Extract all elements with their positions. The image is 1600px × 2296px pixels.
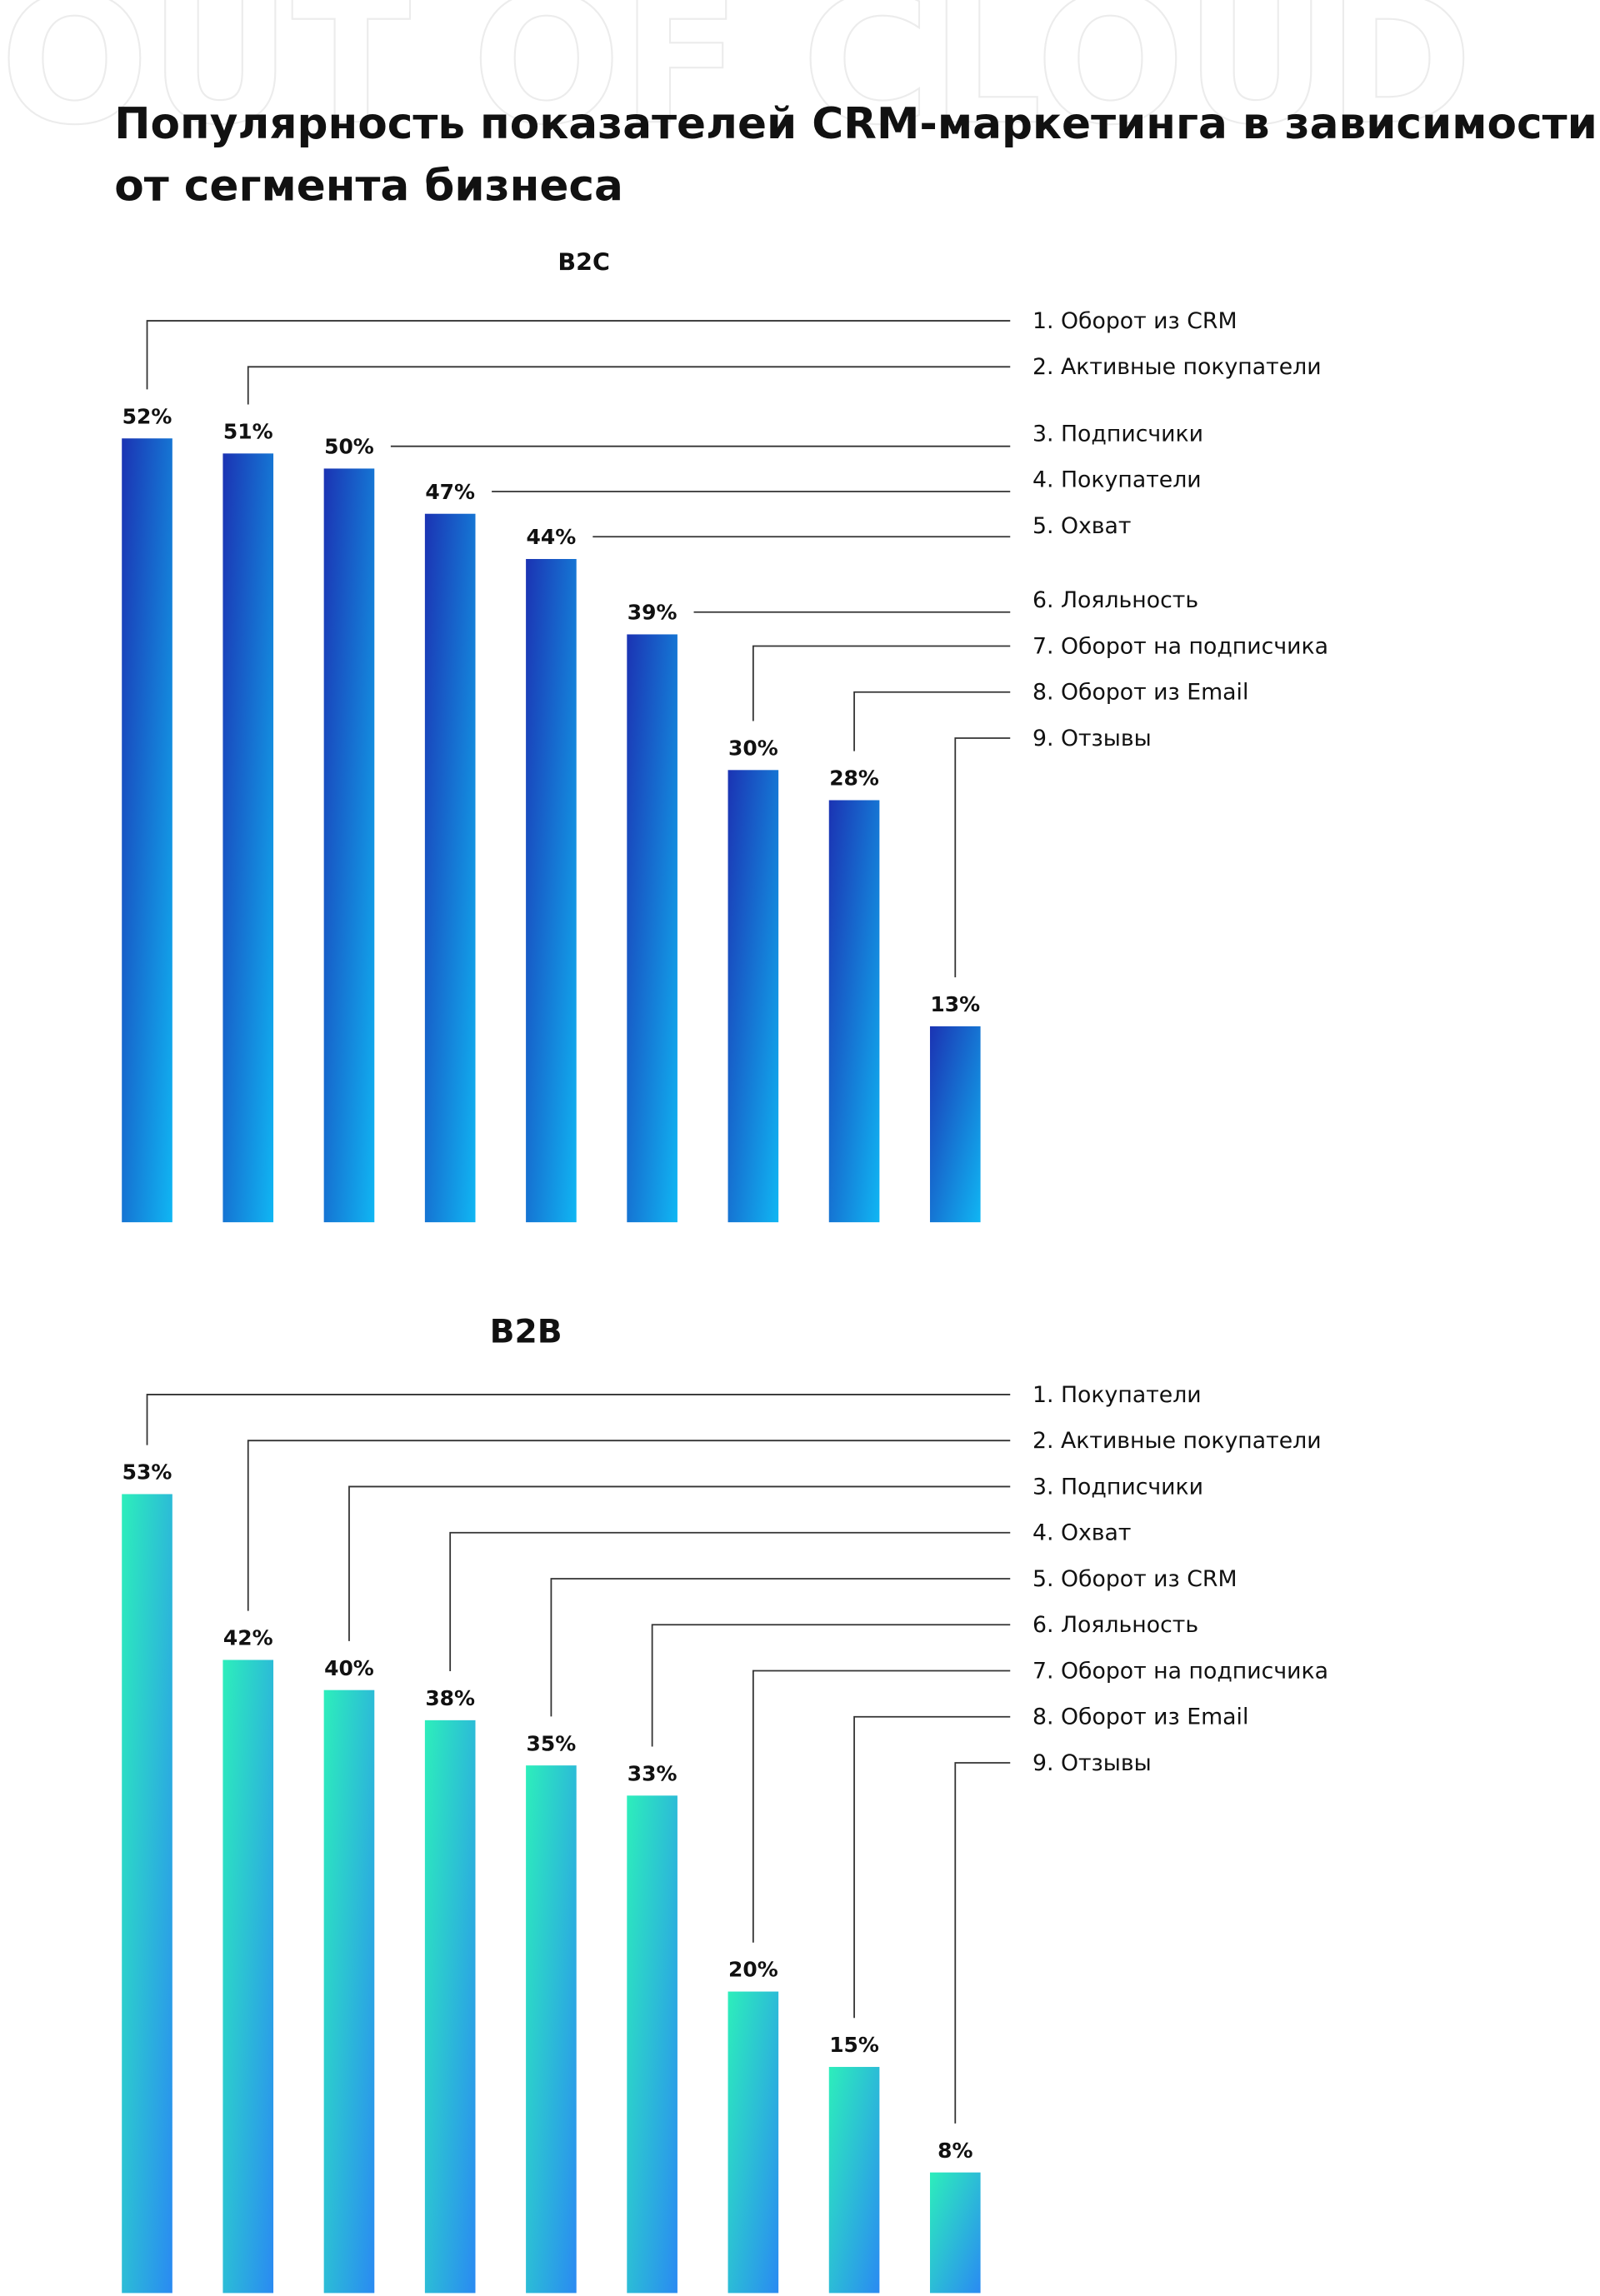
bar bbox=[828, 2067, 880, 2294]
bar bbox=[222, 1660, 274, 2294]
value-label: 28% bbox=[829, 766, 879, 791]
leader-line bbox=[146, 1394, 1011, 1445]
legend-label: 2. Активные покупатели bbox=[1032, 354, 1322, 380]
legend-label: 7. Оборот на подписчика bbox=[1032, 1658, 1328, 1684]
title-line: от сегмента бизнеса bbox=[114, 162, 623, 212]
leader-line bbox=[954, 1762, 1011, 2124]
value-label: 15% bbox=[829, 2033, 879, 2057]
legend-label: 6. Лояльность bbox=[1032, 587, 1198, 613]
value-label: 53% bbox=[122, 1460, 172, 1485]
legend-label: 9. Отзывы bbox=[1032, 726, 1152, 751]
leader-line bbox=[651, 1624, 1011, 1747]
legend-label: 5. Оборот из CRM bbox=[1032, 1566, 1238, 1592]
value-label: 44% bbox=[527, 525, 577, 549]
bar bbox=[526, 1765, 577, 2294]
chart-title: B2B bbox=[490, 1314, 562, 1351]
value-label: 40% bbox=[324, 1656, 374, 1680]
bar bbox=[828, 800, 880, 1223]
leader-line bbox=[954, 737, 1011, 978]
bar bbox=[929, 2172, 981, 2294]
legend-label: 7. Оборот на подписчика bbox=[1032, 633, 1328, 659]
leader-line bbox=[348, 1485, 1011, 1641]
leader-line bbox=[247, 366, 1011, 405]
legend-label: 1. Оборот из CRM bbox=[1032, 308, 1238, 334]
bar bbox=[424, 513, 476, 1223]
legend-label: 4. Охват bbox=[1032, 1520, 1132, 1546]
legend-label: 3. Подписчики bbox=[1032, 421, 1203, 447]
value-label: 13% bbox=[930, 992, 980, 1016]
value-label: 20% bbox=[728, 1958, 778, 1982]
bar bbox=[222, 453, 274, 1223]
leader-line bbox=[247, 1440, 1011, 1611]
value-label: 30% bbox=[728, 736, 778, 760]
bar bbox=[122, 1494, 172, 2294]
leader-line bbox=[550, 1578, 1011, 1717]
leader-line bbox=[752, 1670, 1011, 1943]
legend-label: 8. Оборот из Email bbox=[1032, 1705, 1248, 1730]
legend-label: 4. Покупатели bbox=[1032, 467, 1202, 493]
value-label: 38% bbox=[425, 1686, 475, 1710]
bar bbox=[929, 1026, 981, 1223]
bar bbox=[627, 1795, 678, 2294]
chart-title: B2C bbox=[558, 248, 610, 276]
leader-line bbox=[853, 1715, 1011, 2019]
bar bbox=[728, 770, 779, 1223]
value-label: 33% bbox=[628, 1762, 678, 1786]
bar bbox=[323, 1690, 375, 2294]
bar bbox=[323, 468, 375, 1223]
bar bbox=[627, 634, 678, 1223]
legend-label: 8. Оборот из Email bbox=[1032, 680, 1248, 706]
bar bbox=[526, 558, 577, 1223]
legend-label: 5. Охват bbox=[1032, 513, 1132, 539]
value-label: 52% bbox=[122, 404, 172, 428]
watermark: OUT OF CLOUD bbox=[0, 0, 1472, 163]
value-label: 47% bbox=[425, 480, 475, 504]
legend-label: 6. Лояльность bbox=[1032, 1612, 1198, 1638]
legend-label: 9. Отзывы bbox=[1032, 1750, 1152, 1776]
leader-line bbox=[853, 691, 1011, 751]
value-label: 35% bbox=[527, 1731, 577, 1755]
bar bbox=[122, 438, 172, 1223]
value-label: 8% bbox=[938, 2139, 972, 2163]
leader-line bbox=[752, 645, 1011, 721]
value-label: 39% bbox=[628, 601, 678, 625]
legend-label: 3. Подписчики bbox=[1032, 1474, 1203, 1500]
leader-line bbox=[449, 1531, 1011, 1672]
title-line: Популярность показателей CRM-маркетинга … bbox=[114, 99, 1598, 149]
bar bbox=[728, 1991, 779, 2294]
legend-label: 1. Покупатели bbox=[1032, 1382, 1202, 1408]
bar bbox=[424, 1720, 476, 2294]
value-label: 50% bbox=[324, 435, 374, 459]
value-label: 51% bbox=[223, 420, 273, 444]
value-label: 42% bbox=[223, 1626, 273, 1650]
leader-line bbox=[146, 320, 1011, 390]
legend-label: 2. Активные покупатели bbox=[1032, 1428, 1322, 1454]
